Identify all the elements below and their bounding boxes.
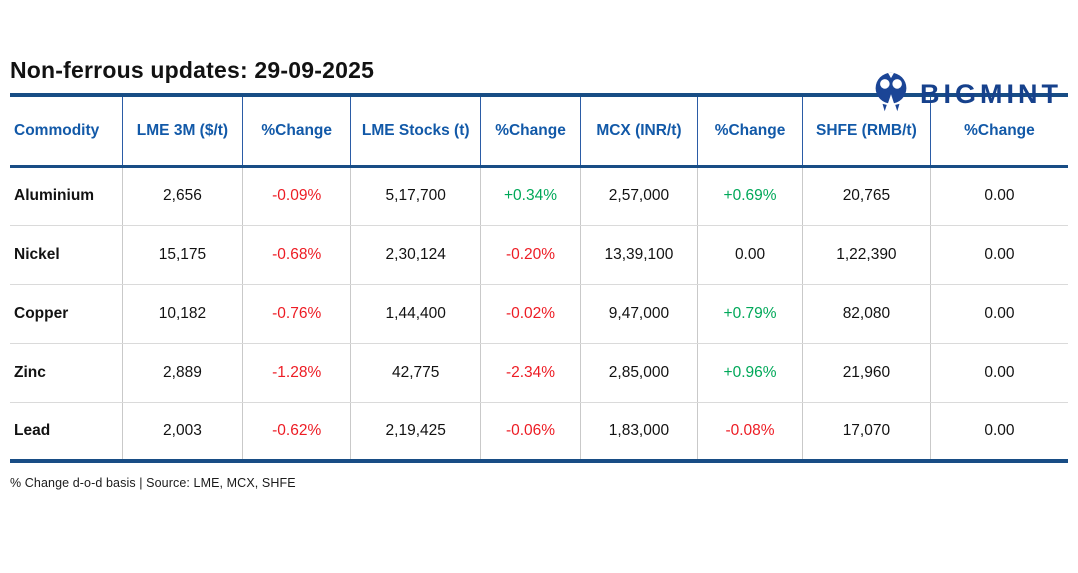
table-cell: -1.28% [242, 343, 352, 403]
table-cell: 82,080 [802, 284, 931, 344]
table-cell: +0.79% [697, 284, 803, 344]
table-cell: 0.00 [930, 343, 1068, 403]
table-cell: 20,765 [802, 166, 931, 226]
table-row: Copper 10,182 -0.76% 1,44,400 -0.02% 9,47,000… [10, 284, 1068, 344]
column-header: %Change [930, 95, 1068, 168]
table-cell: 2,656 [122, 166, 244, 226]
table-body: Aluminium 2,656 -0.09% 5,17,700 +0.34% 2,57,0… [10, 166, 1068, 461]
table-cell: +0.34% [480, 166, 581, 226]
table-cell: -0.02% [480, 284, 581, 344]
column-header: MCX (INR/t) [580, 95, 699, 168]
table-cell: -0.08% [697, 402, 803, 461]
footnote: % Change d-o-d basis | Source: LME, MCX,… [10, 476, 296, 490]
table-cell: -0.68% [242, 225, 352, 285]
table-cell: 15,175 [122, 225, 244, 285]
table-cell: 2,003 [122, 402, 244, 461]
table-cell: -0.06% [480, 402, 581, 461]
commodity-table: Commodity LME 3M ($/t) %Change LME Stocks (… [10, 93, 1068, 463]
table-cell: 2,889 [122, 343, 244, 403]
table-cell: 0.00 [930, 166, 1068, 226]
commodity-name: Copper [10, 284, 123, 344]
table-cell: 13,39,100 [580, 225, 699, 285]
table-cell: 2,85,000 [580, 343, 699, 403]
commodity-name: Lead [10, 402, 123, 461]
table-cell: 10,182 [122, 284, 244, 344]
table-cell: +0.69% [697, 166, 803, 226]
table-cell: 17,070 [802, 402, 931, 461]
table-cell: +0.96% [697, 343, 803, 403]
table-cell: 1,22,390 [802, 225, 931, 285]
table-cell: 21,960 [802, 343, 931, 403]
table-cell: 5,17,700 [350, 166, 482, 226]
commodity-name: Nickel [10, 225, 123, 285]
table-cell: 2,30,124 [350, 225, 482, 285]
column-header: SHFE (RMB/t) [802, 95, 931, 168]
table-cell: 2,19,425 [350, 402, 482, 461]
table-cell: 0.00 [984, 421, 1015, 439]
header-row: Commodity LME 3M ($/t) %Change LME Stocks (… [10, 95, 1068, 168]
page-title: Non-ferrous updates: 29-09-2025 [10, 57, 375, 83]
table-cell: 0.00 [697, 225, 803, 285]
column-header: %Change [480, 95, 581, 168]
table-row: Aluminium 2,656 -0.09% 5,17,700 +0.34% 2,57,0… [10, 166, 1068, 226]
commodity-name: Aluminium [10, 166, 123, 226]
table-cell: -0.09% [242, 166, 352, 226]
table-cell: 0.00 [930, 225, 1068, 285]
table-cell: 2,57,000 [580, 166, 699, 226]
brand-name: BIGMINT [920, 79, 1062, 109]
table-head: Commodity LME 3M ($/t) %Change LME Stocks (… [10, 95, 1068, 168]
table-row: Nickel 15,175 -0.68% 2,30,124 -0.20% 13,39,10… [10, 225, 1068, 285]
commodity-name: Zinc [10, 343, 123, 403]
brand: BIGMINT [871, 70, 1062, 119]
column-header: %Change [242, 95, 352, 168]
table-cell: -0.62% [242, 402, 352, 461]
table-cell: 9,47,000 [580, 284, 699, 344]
table-cell: 1,83,000 [580, 402, 699, 461]
table-cell: 1,44,400 [350, 284, 482, 344]
bigmint-logo-icon [871, 70, 911, 119]
table-cell: -0.20% [480, 225, 581, 285]
table-cell: 0.00 [930, 284, 1068, 344]
table-row: Zinc 2,889 -1.28% 42,775 -2.34% 2,85,000 +0.96… [10, 343, 1068, 403]
column-header: LME Stocks (t) [350, 95, 482, 168]
table-row: Lead 2,003 -0.62% 2,19,425 -0.06% 1,83,000 -0.… [10, 402, 1068, 461]
column-header: Commodity [10, 95, 123, 168]
column-header: LME 3M ($/t) [122, 95, 244, 168]
table-cell: -0.76% [242, 284, 352, 344]
table-cell: 42,775 [350, 343, 482, 403]
table-cell: -2.34% [480, 343, 581, 403]
column-header: %Change [697, 95, 803, 168]
